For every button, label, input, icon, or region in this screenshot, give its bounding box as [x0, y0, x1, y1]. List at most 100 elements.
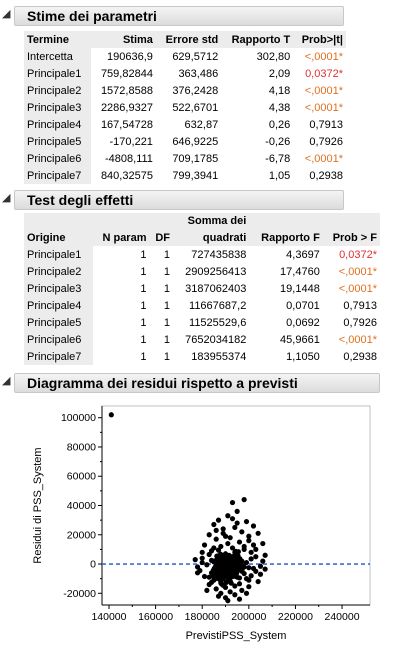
y-tick-label: -20000 [63, 588, 96, 600]
data-point [228, 568, 235, 574]
data-point [201, 573, 208, 580]
params-table: Termine Stima Errore std Rapporto T Prob… [24, 31, 346, 184]
prob-cell: 0,2938 [309, 169, 343, 182]
data-point [227, 535, 233, 541]
y-tick-label: 0 [90, 559, 96, 571]
x-tick-label: 180000 [185, 611, 220, 623]
data-point [206, 551, 212, 558]
data-point [227, 589, 233, 595]
data-point [225, 540, 231, 547]
params-section-header[interactable]: Stime dei parametri [14, 6, 344, 26]
rapporto-f-cell: 0,0701 [286, 299, 320, 312]
data-point [248, 573, 254, 579]
rapporto-f-cell: 0,0692 [286, 316, 320, 329]
col-errore-std[interactable]: Errore std [155, 31, 222, 48]
data-point [225, 598, 231, 604]
data-point [215, 593, 222, 599]
stima-cell: 167,54728 [100, 118, 153, 131]
data-point [206, 532, 212, 538]
collapse-triangle-icon[interactable]: ◢ [2, 8, 11, 20]
effects-section-header[interactable]: Test degli effetti [14, 190, 344, 210]
col-origine[interactable]: Origine [24, 229, 93, 246]
effects-row: Principale1 1 1 727435838 4,3697 0,0372* [24, 246, 380, 263]
params-row: Principale3 2286,9327 522,6701 4,38 <,0001* [24, 99, 346, 116]
data-point [262, 552, 268, 558]
y-tick-label: 60000 [67, 471, 96, 483]
data-point [262, 566, 268, 572]
col-df[interactable]: DF [149, 229, 173, 246]
n-param-cell: 1 [140, 265, 147, 278]
effects-table: Somma dei Origine N param DF quadrati Ra… [24, 213, 380, 365]
df-cell: 1 [163, 299, 170, 312]
n-param-cell: 1 [140, 282, 147, 295]
data-point [201, 542, 208, 548]
col-prob-f[interactable]: Prob > F [322, 229, 380, 246]
effects-row: Principale5 1 1 11525529,6 0,0692 0,7926 [24, 314, 380, 331]
data-point [260, 540, 266, 547]
prob-f-cell: 0,7926 [343, 316, 377, 329]
data-point [232, 592, 238, 598]
effects-row: Principale6 1 1 7652034182 45,9661 <,0001* [24, 331, 380, 348]
errore-cell: 709,1785 [172, 152, 219, 165]
term-cell: Principale5 [24, 133, 92, 150]
data-point [232, 583, 238, 589]
prob-f-cell: 0,7913 [343, 299, 377, 312]
prob-cell: 0,7926 [309, 135, 343, 148]
data-point [246, 565, 252, 571]
stima-cell: 840,32575 [100, 169, 153, 182]
col-rapporto-t[interactable]: Rapporto T [221, 31, 294, 48]
somma-cell: 7652034182 [185, 333, 247, 346]
data-point [219, 581, 225, 587]
collapse-triangle-icon[interactable]: ◢ [2, 192, 11, 204]
data-point [246, 584, 252, 590]
data-point [199, 555, 205, 561]
data-point [199, 559, 205, 566]
data-point [239, 587, 245, 593]
somma-cell: 2909256413 [185, 265, 247, 278]
data-point [213, 586, 219, 592]
col-quadrati[interactable]: quadrati [172, 229, 250, 246]
df-cell: 1 [163, 316, 170, 329]
col-rapporto-f[interactable]: Rapporto F [249, 229, 323, 246]
x-tick-label: 140000 [91, 611, 126, 623]
prob-f-cell: <,0001* [338, 282, 377, 295]
residuals-chart[interactable]: -20000 0 20000 40000 60000 80000 100000 140000 1… [0, 392, 411, 646]
data-point [239, 568, 245, 574]
somma-cell: 183955374 [191, 350, 247, 363]
x-axis-label: PrevistiPSS_System [186, 630, 287, 642]
data-point [108, 412, 114, 418]
col-stima[interactable]: Stima [91, 31, 156, 48]
rapporto-t-cell: 1,05 [268, 169, 291, 182]
data-point [228, 580, 234, 586]
stima-cell: 190636,9 [107, 50, 153, 63]
prob-cell: <,0001* [304, 152, 343, 165]
errore-cell: 646,9225 [172, 135, 219, 148]
term-cell: Intercetta [24, 48, 92, 65]
term-cell: Principale1 [24, 65, 92, 82]
data-point [236, 539, 243, 545]
col-prob-t[interactable]: Prob>|t| [293, 31, 346, 48]
origine-cell: Principale2 [24, 263, 93, 280]
data-point [194, 570, 201, 576]
origine-cell: Principale6 [24, 331, 93, 348]
col-termine[interactable]: Termine [24, 31, 92, 48]
stima-cell: 1572,8588 [100, 84, 153, 97]
residuals-section-header[interactable]: Diagramma dei residui rispetto a previst… [14, 373, 380, 393]
errore-cell: 629,5712 [172, 50, 219, 63]
data-point [257, 571, 264, 577]
n-param-cell: 1 [140, 299, 147, 312]
params-title: Stime dei parametri [27, 8, 157, 24]
stima-cell: 2286,9327 [100, 101, 153, 114]
effects-row: Principale2 1 1 2909256413 17,4760 <,0001* [24, 263, 380, 280]
col-n-param[interactable]: N param [92, 229, 150, 246]
prob-cell: <,0001* [304, 50, 343, 63]
collapse-triangle-icon[interactable]: ◢ [2, 375, 11, 387]
n-param-cell: 1 [140, 248, 147, 261]
somma-cell: 11667687,2 [189, 299, 247, 312]
n-param-cell: 1 [140, 333, 147, 346]
data-point [208, 579, 215, 585]
effects-row: Principale7 1 1 183955374 1,1050 0,2938 [24, 348, 380, 365]
origine-cell: Principale7 [24, 348, 93, 365]
stima-cell: 759,82844 [100, 67, 153, 80]
data-point [229, 499, 236, 506]
